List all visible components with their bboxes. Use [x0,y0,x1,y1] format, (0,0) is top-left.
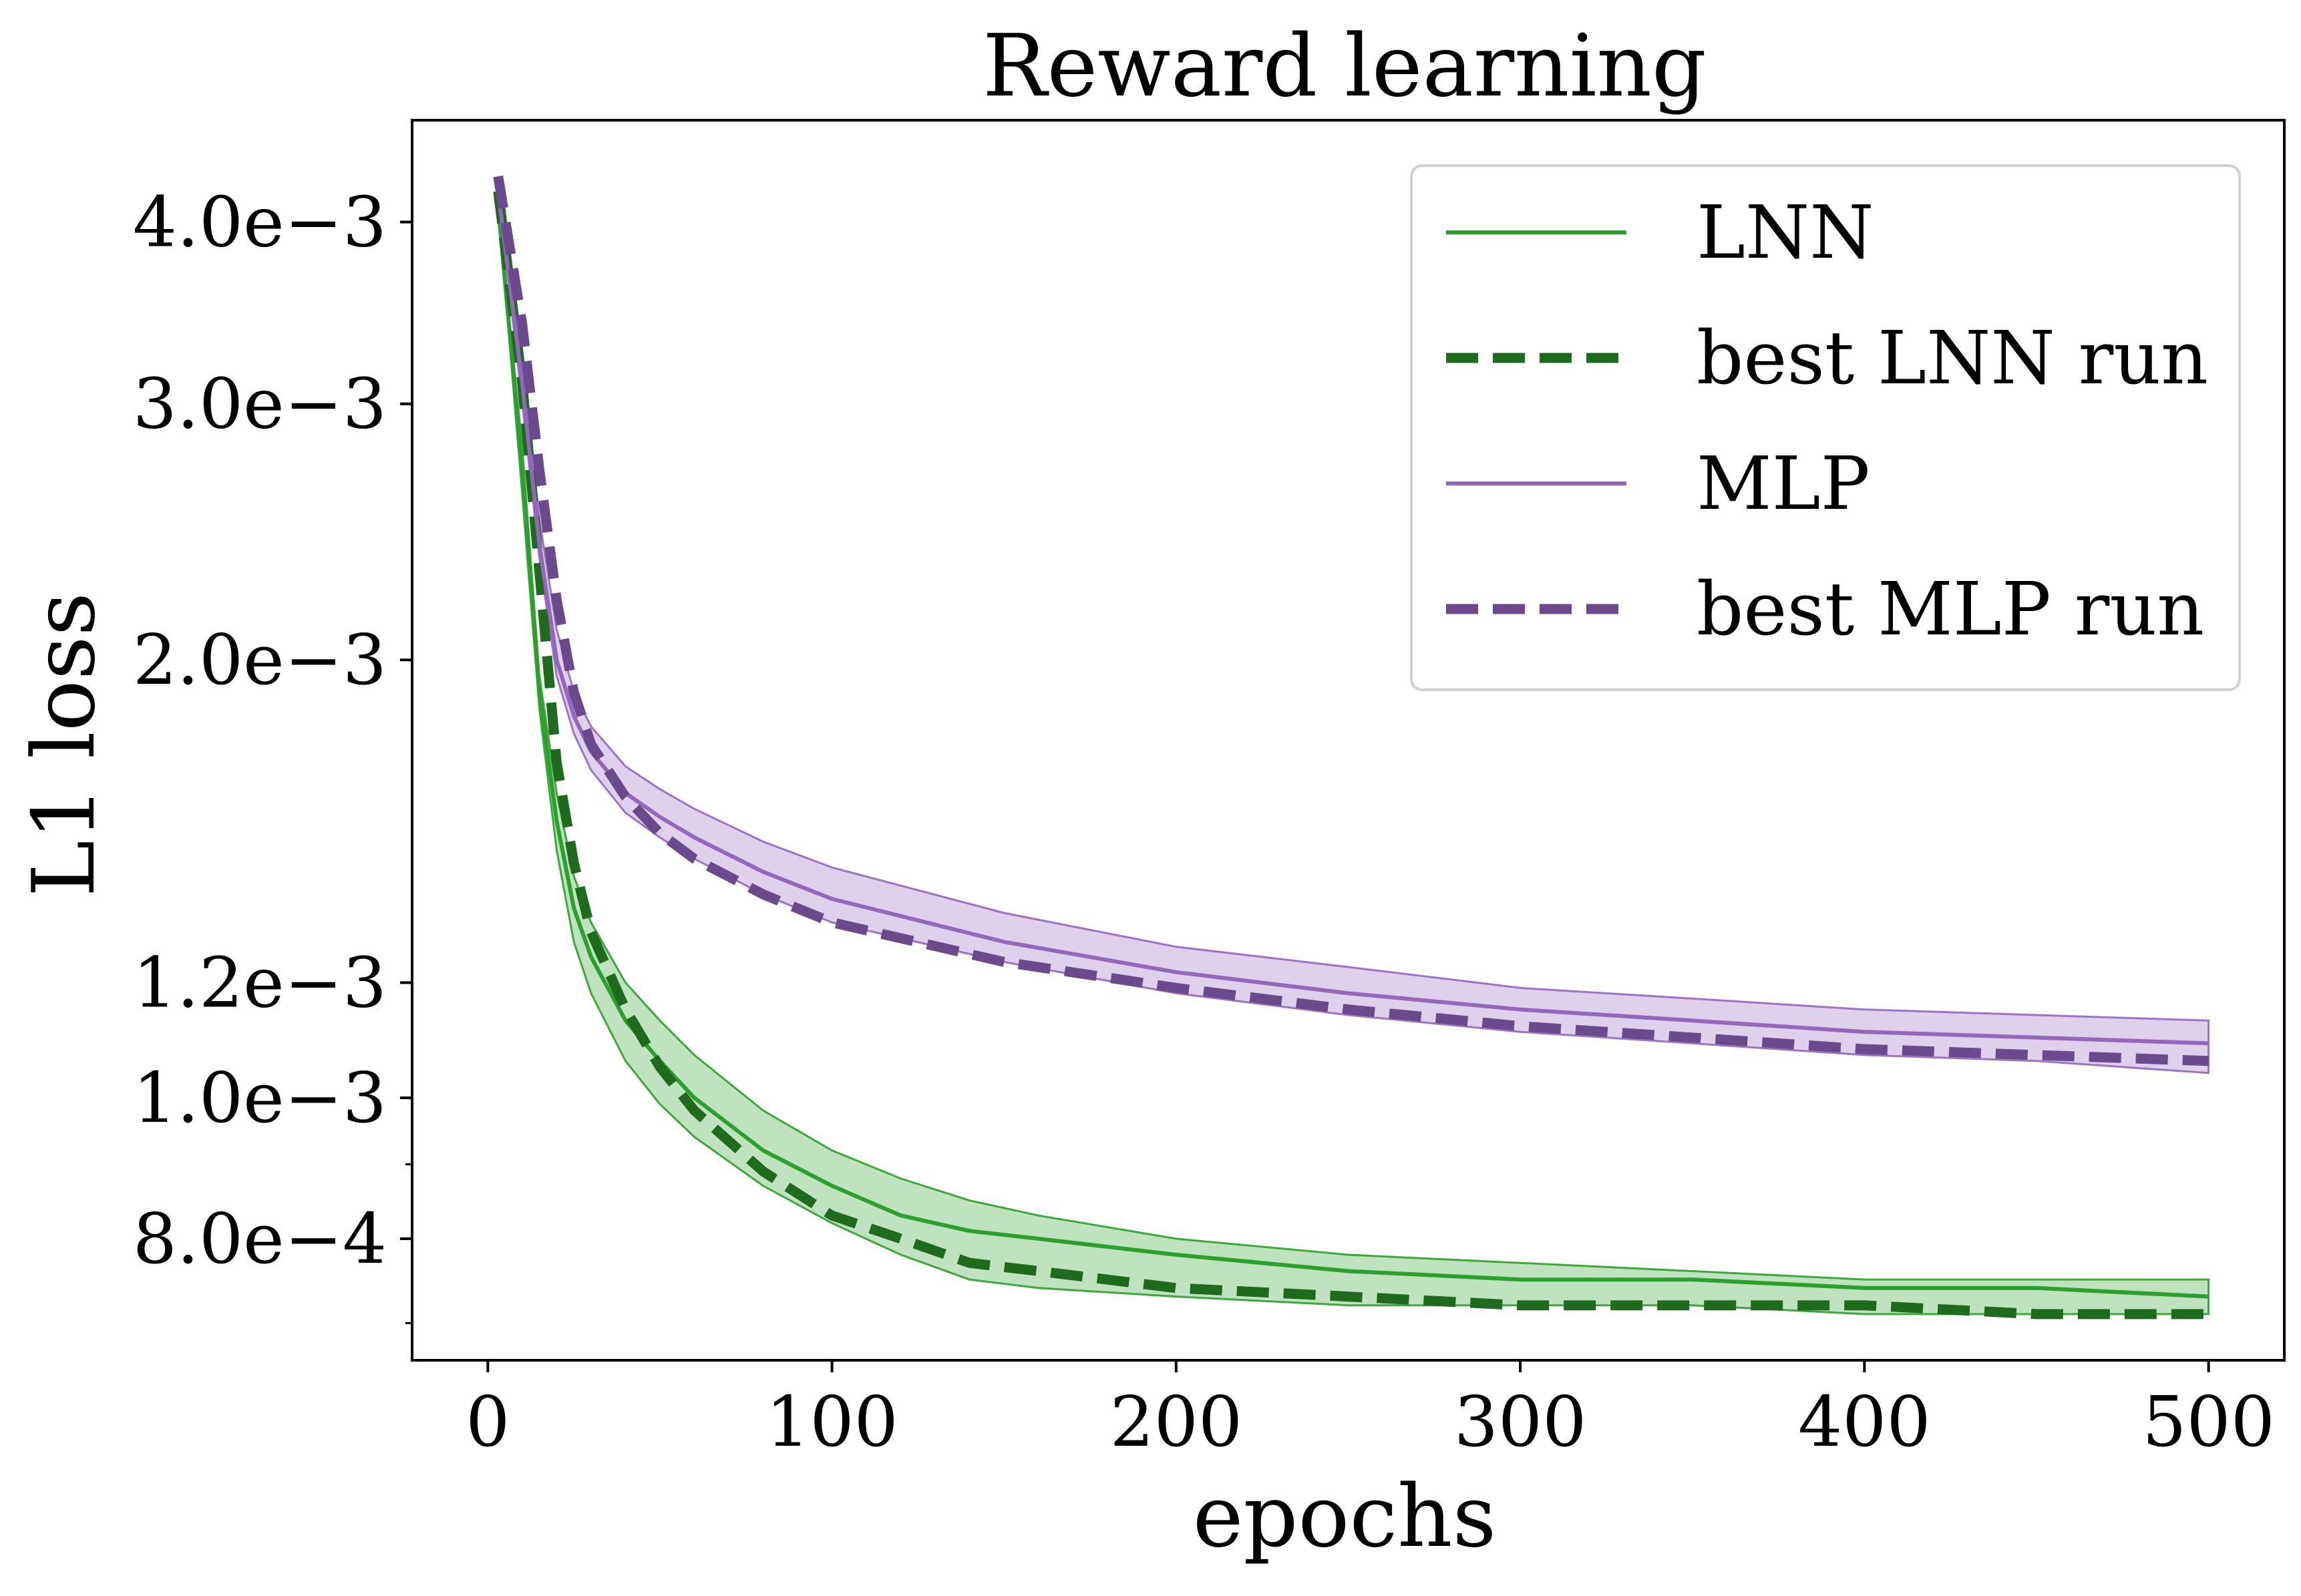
x-tick-label-3: 300 [1454,1381,1587,1462]
chart-title: Reward learning [983,17,1707,116]
legend-label-0: LNN [1697,190,1874,275]
legend: LNN best LNN run MLP best MLP run [1410,164,2241,691]
legend-label-2: MLP [1697,441,1870,526]
y-tick-label-0: 4.0e−3 [133,182,387,263]
series-line-3 [493,175,2209,1066]
x-tick-label-0: 0 [466,1381,510,1462]
axes: 0 100 200 300 400 500 4.0e−3 3.0e−3 2.0e−3 1.2e−3… [133,119,2286,1462]
legend-box [1410,164,2241,691]
series-band-0 [497,206,2210,1316]
series-line-2 [496,191,2209,1046]
y-axis-label: L1 loss [15,592,114,897]
x-tick-label-5: 500 [2142,1381,2275,1462]
x-tick-label-4: 400 [1798,1381,1931,1462]
y-tick-label-4: 1.0e−3 [133,1057,387,1139]
x-tick-label-2: 200 [1110,1381,1243,1462]
y-tick-label-1: 3.0e−3 [133,363,387,445]
x-axis-label: epochs [1193,1467,1497,1567]
legend-label-3: best MLP run [1697,566,2204,652]
y-tick-label-2: 2.0e−3 [133,619,387,701]
series-line-1 [493,190,2209,1320]
series-band-2 [497,191,2210,1074]
axes-frame [411,119,2286,1362]
y-tick-label-5: 8.0e−4 [133,1198,387,1279]
x-tick-label-1: 100 [765,1381,898,1462]
plot-area [493,175,2210,1320]
y-tick-label-3: 1.2e−3 [133,942,387,1023]
legend-label-1: best LNN run [1697,315,2208,401]
series-line-0 [496,206,2209,1299]
